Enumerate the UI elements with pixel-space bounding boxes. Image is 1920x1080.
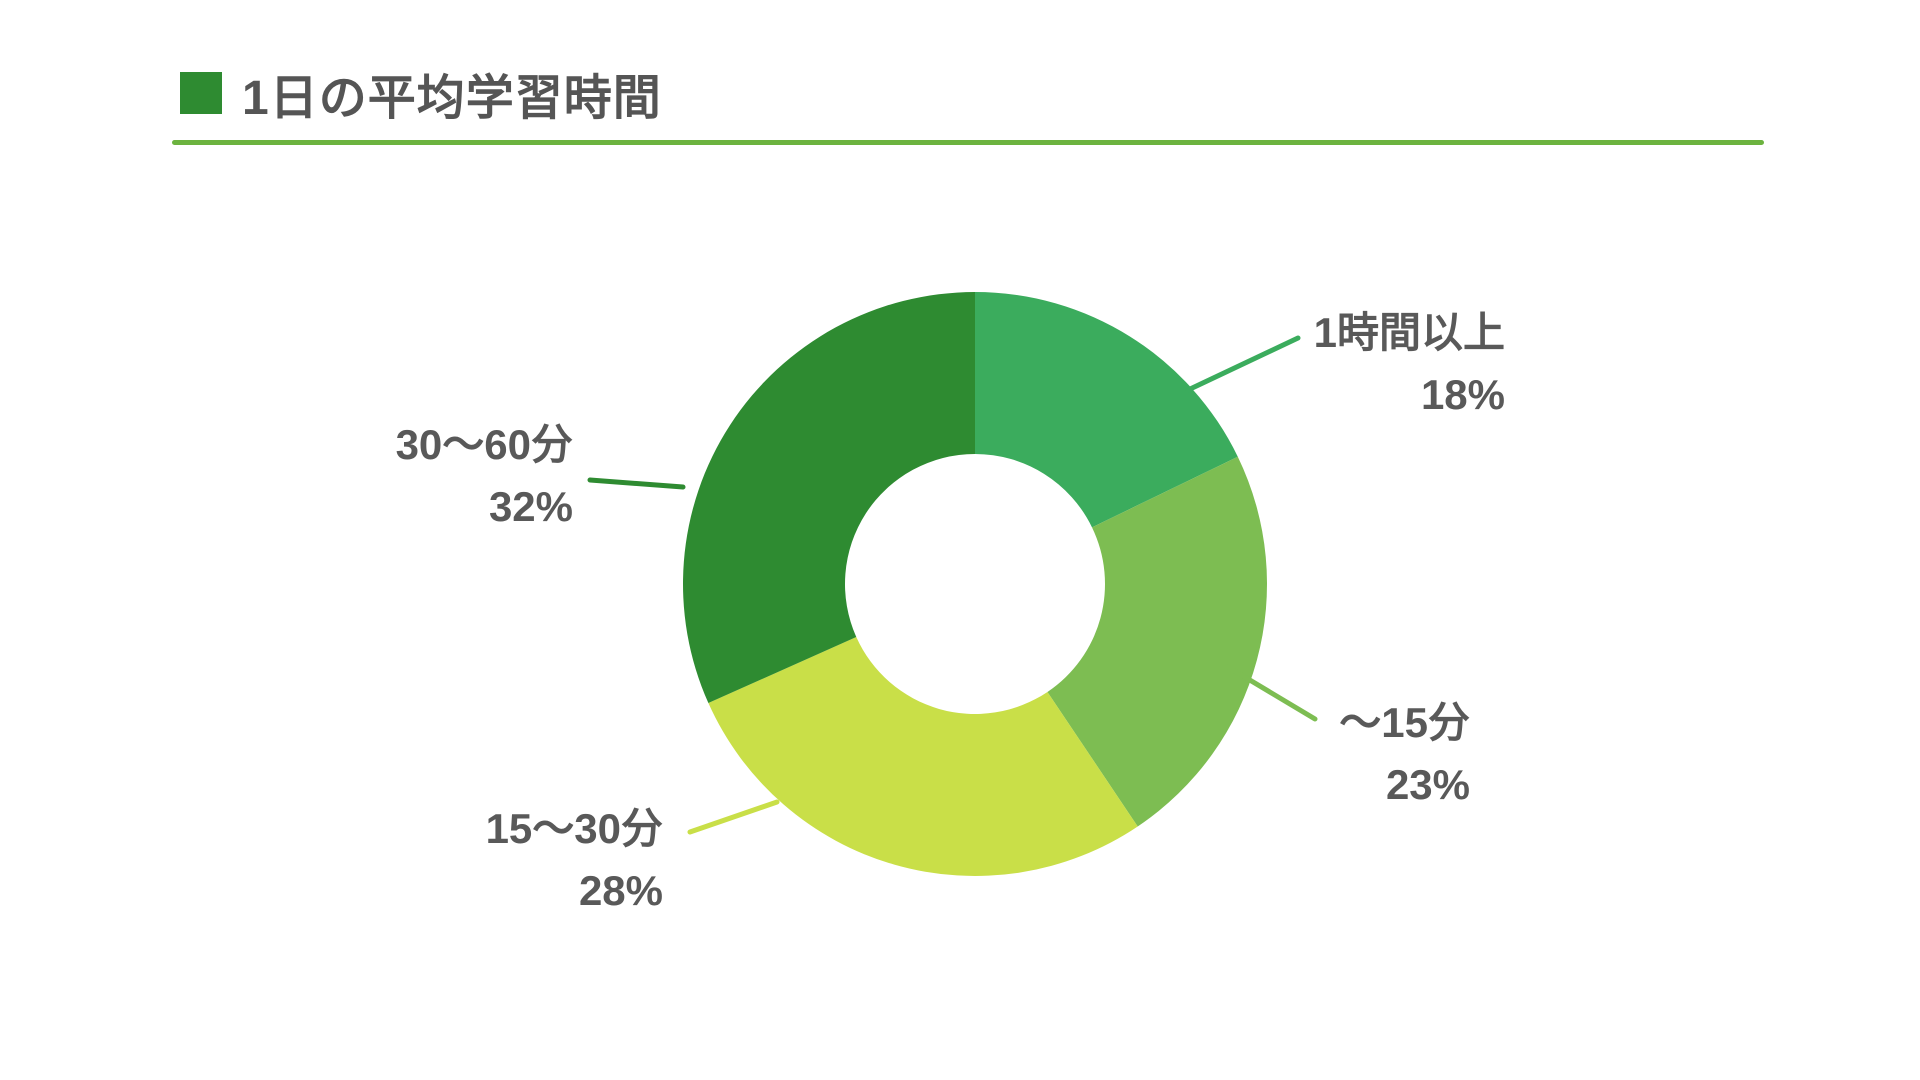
title-underline bbox=[172, 140, 1764, 145]
chart-label-percent: 28% bbox=[578, 867, 663, 914]
header: 1日の平均学習時間 bbox=[180, 58, 662, 128]
donut-slice-2 bbox=[708, 636, 1138, 876]
chart-label: 1時間以上 18% bbox=[1314, 302, 1505, 426]
chart-label: ～15分 23% bbox=[1339, 692, 1470, 816]
leader-line-3 bbox=[587, 477, 686, 490]
chart-label-name: 15～30分 bbox=[485, 805, 663, 852]
chart-label-percent: 23% bbox=[1385, 761, 1470, 808]
donut-slice-3 bbox=[682, 292, 975, 704]
chart-label-name: 30～60分 bbox=[395, 421, 573, 468]
donut-slice-1 bbox=[1047, 456, 1267, 827]
chart-label: 15～30分 28% bbox=[486, 798, 663, 922]
chart-label-name: 1時間以上 bbox=[1313, 309, 1505, 356]
leader-line-1 bbox=[1225, 664, 1318, 722]
donut-slice-0 bbox=[975, 292, 1238, 528]
page-title: 1日の平均学習時間 bbox=[242, 72, 662, 125]
chart-label-name: ～15分 bbox=[1339, 699, 1470, 746]
leader-line-2 bbox=[687, 799, 780, 835]
chart-label-percent: 32% bbox=[488, 483, 573, 530]
chart-label-percent: 18% bbox=[1420, 371, 1505, 418]
leader-line-0 bbox=[1185, 335, 1301, 393]
title-accent-square-icon bbox=[180, 72, 222, 114]
chart-label: 30～60分 32% bbox=[396, 414, 573, 538]
